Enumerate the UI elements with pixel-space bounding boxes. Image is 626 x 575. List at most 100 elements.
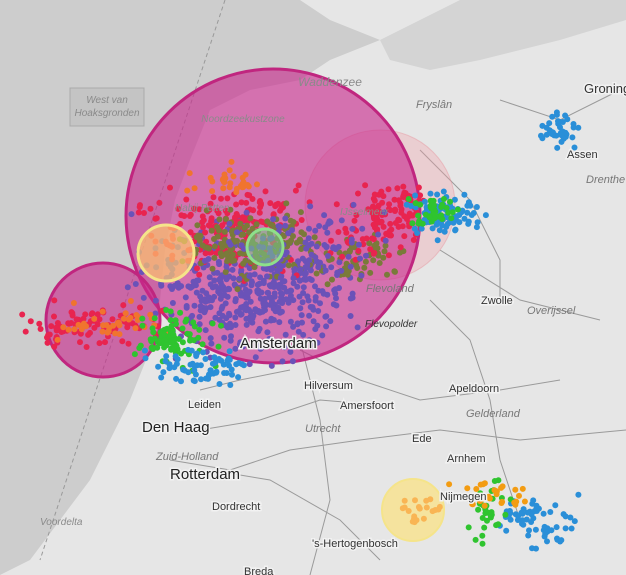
point xyxy=(180,366,187,373)
point xyxy=(553,132,560,139)
point xyxy=(306,275,313,282)
point xyxy=(324,229,331,236)
point xyxy=(328,237,334,244)
point xyxy=(300,331,307,338)
point xyxy=(304,293,311,300)
point xyxy=(464,485,471,492)
point xyxy=(410,237,417,243)
point xyxy=(203,207,210,214)
point xyxy=(168,339,175,346)
point xyxy=(408,203,415,209)
point xyxy=(223,251,230,258)
point xyxy=(207,304,214,311)
point xyxy=(464,202,471,209)
point xyxy=(380,193,387,200)
point xyxy=(206,371,212,378)
point xyxy=(530,497,537,504)
point xyxy=(569,134,576,141)
point xyxy=(187,337,193,344)
point xyxy=(137,342,144,349)
point xyxy=(336,259,343,266)
point xyxy=(132,281,139,287)
point xyxy=(131,351,138,358)
point xyxy=(299,299,306,306)
point xyxy=(242,306,249,313)
point xyxy=(287,348,294,355)
point xyxy=(206,274,213,281)
point xyxy=(238,267,245,274)
point xyxy=(54,320,61,326)
point xyxy=(542,530,549,537)
point xyxy=(191,185,198,192)
point xyxy=(249,225,256,232)
point xyxy=(429,225,436,232)
point xyxy=(313,270,320,277)
point xyxy=(456,219,463,226)
point xyxy=(295,182,302,189)
point xyxy=(521,498,528,505)
point xyxy=(170,331,177,338)
point xyxy=(533,508,540,514)
point xyxy=(226,167,233,174)
point xyxy=(199,242,206,249)
point xyxy=(453,213,460,220)
point xyxy=(314,339,321,346)
point xyxy=(444,220,451,227)
label: Amsterdam xyxy=(240,335,317,352)
point xyxy=(221,179,228,185)
point xyxy=(202,327,209,334)
point xyxy=(202,356,209,362)
point xyxy=(262,295,268,302)
sea xyxy=(0,0,380,575)
point xyxy=(226,362,232,369)
point xyxy=(321,212,328,219)
point xyxy=(375,231,382,238)
point xyxy=(243,209,250,216)
point xyxy=(214,269,221,276)
point xyxy=(307,304,314,310)
point xyxy=(141,210,147,216)
point xyxy=(397,244,404,251)
point xyxy=(250,207,257,214)
point xyxy=(173,375,180,382)
point xyxy=(378,218,385,225)
label: IJsselmeer xyxy=(340,207,389,218)
label: Zuid-Holland xyxy=(155,451,219,463)
point xyxy=(557,124,563,131)
point xyxy=(350,201,357,208)
point xyxy=(306,337,313,344)
point xyxy=(208,340,215,347)
point xyxy=(188,347,195,354)
point xyxy=(215,343,222,350)
point xyxy=(221,228,228,235)
point xyxy=(202,307,208,314)
point xyxy=(495,521,502,528)
point xyxy=(552,502,559,509)
label: Assen xyxy=(567,149,598,161)
point xyxy=(532,526,539,533)
point xyxy=(175,205,182,212)
point xyxy=(217,250,224,257)
point xyxy=(292,187,299,194)
point xyxy=(302,239,309,246)
point xyxy=(199,213,206,220)
point xyxy=(575,491,582,498)
point xyxy=(311,234,318,241)
point xyxy=(218,305,225,312)
point xyxy=(271,290,278,297)
point xyxy=(276,223,283,230)
point xyxy=(166,365,173,372)
point xyxy=(484,517,490,524)
point xyxy=(248,282,255,289)
point xyxy=(285,262,292,269)
point xyxy=(308,251,315,258)
point xyxy=(498,484,505,491)
point xyxy=(202,298,209,305)
point xyxy=(187,211,194,218)
point xyxy=(120,315,127,322)
point xyxy=(191,302,198,309)
point xyxy=(571,144,578,151)
point xyxy=(141,347,148,354)
point xyxy=(469,501,476,508)
point xyxy=(296,277,303,284)
